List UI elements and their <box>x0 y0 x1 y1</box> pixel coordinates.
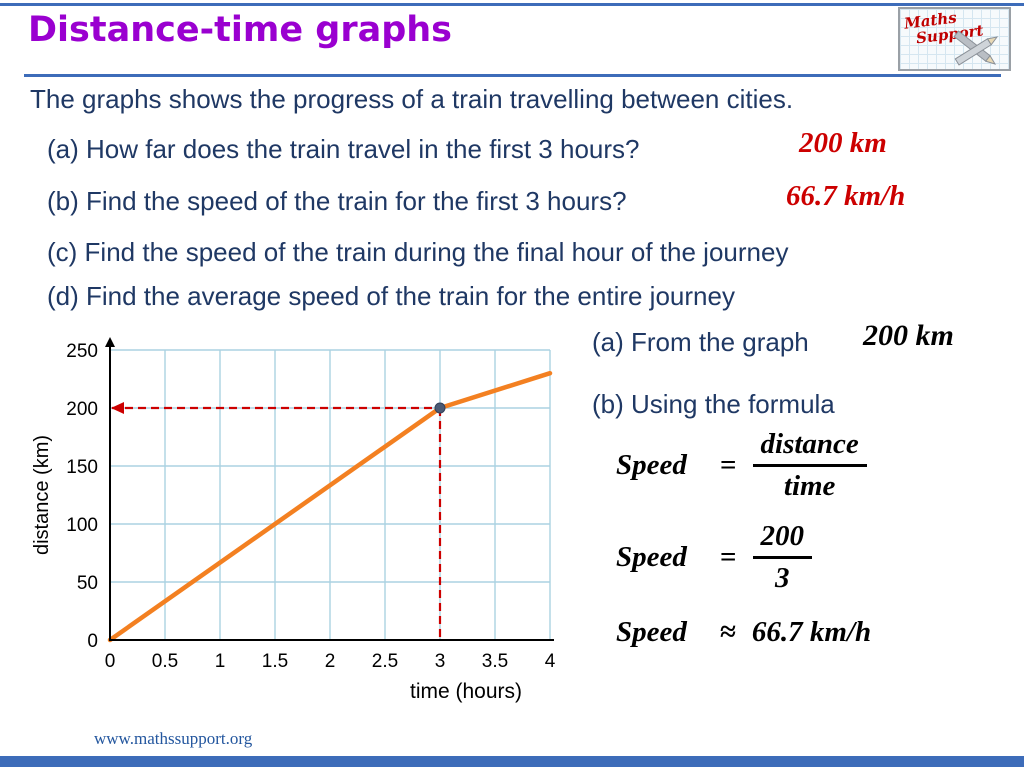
x-tick-label: 0.5 <box>152 651 178 672</box>
formula2-numerator: 200 <box>752 520 813 559</box>
x-tick-label: 1.5 <box>262 651 288 672</box>
formula1-equals: = <box>720 449 737 481</box>
y-tick-label: 100 <box>66 515 98 536</box>
y-tick-label: 0 <box>87 631 98 652</box>
formula-speed-200-3: Speed = 200 3 <box>616 520 813 595</box>
guide-arrowhead <box>111 402 124 414</box>
formula1-numerator: distance <box>752 428 867 467</box>
page-title: Distance-time graphs <box>28 10 453 50</box>
formula-result: Speed ≈ 66.7 km/h <box>616 616 871 649</box>
y-tick-label: 150 <box>66 457 98 478</box>
formula-speed-distance-time: Speed = distance time <box>616 428 867 503</box>
x-tick-label: 3.5 <box>482 651 508 672</box>
question-c: (c) Find the speed of the train during t… <box>47 237 789 267</box>
x-tick-label: 2.5 <box>372 651 398 672</box>
maths-support-logo: Maths Support <box>898 7 1011 71</box>
solution-a-label: (a) From the graph <box>592 327 809 357</box>
result-lhs: Speed <box>616 616 687 648</box>
y-tick-label: 250 <box>66 341 98 362</box>
top-rule <box>0 3 1024 6</box>
y-tick-label: 50 <box>77 573 98 594</box>
solution-a-value: 200 km <box>863 319 954 352</box>
intro-text: The graphs shows the progress of a train… <box>30 84 794 114</box>
formula1-denominator: time <box>783 470 836 502</box>
y-tick-label: 200 <box>66 399 98 420</box>
answer-a: 200 km <box>799 127 887 159</box>
x-tick-label: 3 <box>435 651 446 672</box>
result-value: 66.7 km/h <box>751 616 872 648</box>
formula2-lhs: Speed <box>616 541 687 573</box>
y-axis-label: distance (km) <box>31 435 53 555</box>
pencils-icon <box>953 30 999 66</box>
chart-container: 0 50 100 150 200 250 0 0.5 1 1.5 2 2.5 3 3.5 4 distance… <box>28 336 558 710</box>
x-tick-label: 0 <box>105 651 116 672</box>
bottom-bar <box>0 756 1024 767</box>
x-axis-label: time (hours) <box>410 680 522 703</box>
question-b: (b) Find the speed of the train for the … <box>47 186 627 216</box>
data-point <box>434 402 446 414</box>
header-divider <box>24 74 1001 77</box>
formula2-denominator: 3 <box>775 562 790 594</box>
answer-b: 66.7 km/h <box>786 180 906 212</box>
result-approx-sign: ≈ <box>720 616 736 648</box>
formula1-fraction: distance time <box>752 428 867 503</box>
question-a: (a) How far does the train travel in the… <box>47 134 640 164</box>
x-tick-label: 4 <box>545 651 556 672</box>
formula1-lhs: Speed <box>616 449 687 481</box>
x-tick-label: 1 <box>215 651 226 672</box>
footer-link[interactable]: www.mathssupport.org <box>94 729 253 748</box>
distance-time-chart: 0 50 100 150 200 250 0 0.5 1 1.5 2 2.5 3 3.5 4 distance… <box>31 337 556 703</box>
formula2-equals: = <box>720 541 737 573</box>
question-d: (d) Find the average speed of the train … <box>47 281 735 311</box>
formula2-fraction: 200 3 <box>752 520 813 595</box>
y-axis-arrow <box>105 337 115 347</box>
solution-b-label: (b) Using the formula <box>592 389 835 419</box>
x-tick-label: 2 <box>325 651 336 672</box>
